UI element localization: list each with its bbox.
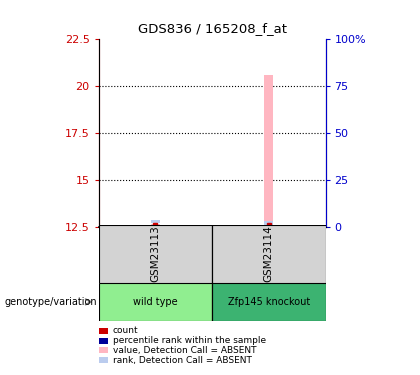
Bar [99, 283, 212, 321]
Bar [264, 75, 273, 227]
Text: count: count [113, 326, 139, 335]
Title: GDS836 / 165208_f_at: GDS836 / 165208_f_at [138, 22, 286, 35]
Text: GSM23114: GSM23114 [264, 226, 274, 282]
Text: rank, Detection Call = ABSENT: rank, Detection Call = ABSENT [113, 356, 252, 364]
Text: GSM23113: GSM23113 [150, 226, 160, 282]
Text: wild type: wild type [133, 297, 178, 307]
Text: Zfp145 knockout: Zfp145 knockout [228, 297, 310, 307]
Bar [212, 283, 326, 321]
Text: value, Detection Call = ABSENT: value, Detection Call = ABSENT [113, 346, 257, 355]
Bar [151, 220, 160, 223]
Bar [151, 224, 160, 225]
Text: genotype/variation: genotype/variation [4, 297, 97, 307]
Bar [264, 221, 273, 227]
Text: percentile rank within the sample: percentile rank within the sample [113, 336, 266, 345]
Bar [99, 225, 212, 283]
Bar [212, 225, 326, 283]
